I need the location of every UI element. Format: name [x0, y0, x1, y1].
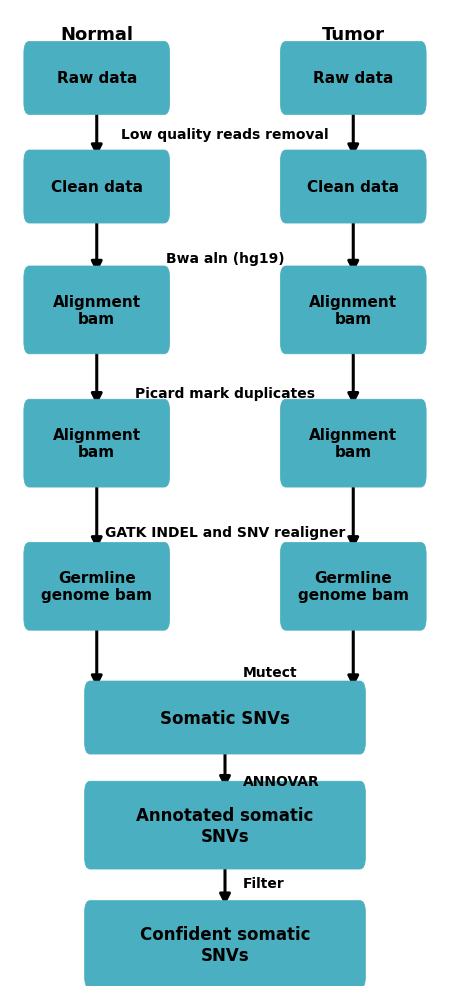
FancyBboxPatch shape	[24, 266, 170, 354]
Text: Picard mark duplicates: Picard mark duplicates	[135, 387, 315, 400]
FancyBboxPatch shape	[24, 151, 170, 224]
Text: Clean data: Clean data	[51, 179, 143, 195]
FancyBboxPatch shape	[280, 42, 426, 115]
Text: Somatic SNVs: Somatic SNVs	[160, 709, 290, 727]
Text: Clean data: Clean data	[307, 179, 399, 195]
Text: Germline
genome bam: Germline genome bam	[41, 571, 152, 602]
FancyBboxPatch shape	[280, 266, 426, 354]
FancyBboxPatch shape	[280, 151, 426, 224]
Text: Mutect: Mutect	[243, 666, 297, 679]
Text: Confident somatic
SNVs: Confident somatic SNVs	[140, 925, 310, 964]
FancyBboxPatch shape	[280, 542, 426, 631]
Text: Alignment
bam: Alignment bam	[53, 428, 141, 459]
Text: Raw data: Raw data	[57, 71, 137, 87]
FancyBboxPatch shape	[85, 901, 365, 986]
Text: ANNOVAR: ANNOVAR	[243, 774, 320, 788]
FancyBboxPatch shape	[85, 681, 365, 754]
Text: Raw data: Raw data	[313, 71, 393, 87]
Text: Annotated somatic
SNVs: Annotated somatic SNVs	[136, 806, 314, 845]
Text: Low quality reads removal: Low quality reads removal	[121, 128, 329, 142]
Text: Alignment
bam: Alignment bam	[309, 295, 397, 326]
Text: Alignment
bam: Alignment bam	[309, 428, 397, 459]
Text: Germline
genome bam: Germline genome bam	[298, 571, 409, 602]
FancyBboxPatch shape	[24, 400, 170, 487]
FancyBboxPatch shape	[85, 781, 365, 870]
Text: Tumor: Tumor	[322, 26, 385, 43]
Text: Filter: Filter	[243, 877, 285, 890]
FancyBboxPatch shape	[24, 542, 170, 631]
Text: Normal: Normal	[60, 26, 133, 43]
Text: GATK INDEL and SNV realigner: GATK INDEL and SNV realigner	[105, 526, 345, 539]
FancyBboxPatch shape	[24, 42, 170, 115]
Text: Alignment
bam: Alignment bam	[53, 295, 141, 326]
Text: Bwa aln (hg19): Bwa aln (hg19)	[166, 251, 284, 265]
FancyBboxPatch shape	[280, 400, 426, 487]
